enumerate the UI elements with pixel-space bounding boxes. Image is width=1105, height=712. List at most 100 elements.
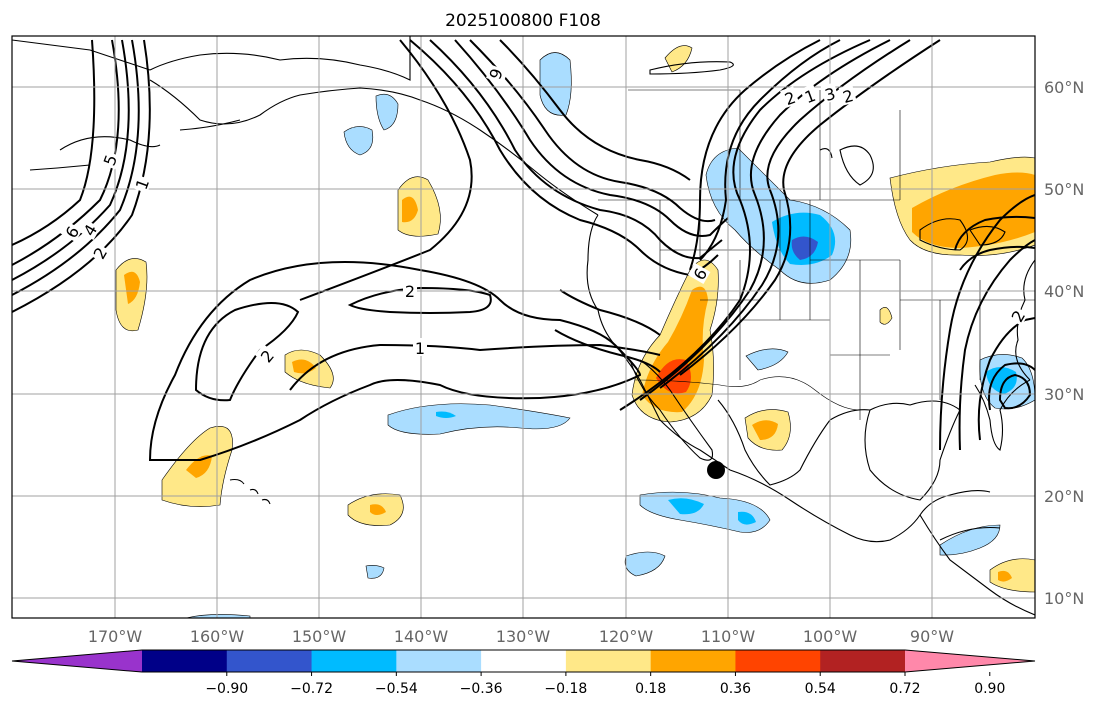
island — [261, 498, 271, 505]
contour-line — [559, 289, 661, 336]
colorbar-tick-label: −0.54 — [375, 681, 418, 697]
gridlines — [12, 36, 1035, 618]
coastline — [919, 514, 1035, 616]
coastline — [819, 148, 833, 159]
colorbar-bin — [820, 650, 906, 672]
contour-label: 1 — [415, 339, 425, 358]
political-boundaries — [409, 36, 1035, 420]
lat-axis: 60°N 50°N 40°N 30°N 20°N 10°N — [1044, 78, 1084, 608]
contour-line — [454, 39, 729, 237]
coastline — [864, 409, 961, 501]
anomaly-patch — [387, 403, 571, 435]
colorbar-tick-label: 0.36 — [720, 681, 751, 697]
anomaly-patch — [668, 498, 704, 515]
colorbar-tick-label: −0.18 — [544, 681, 587, 697]
contour-line — [499, 39, 691, 181]
anomaly-patch — [539, 52, 572, 116]
anomaly-patch — [879, 307, 893, 325]
contour-label: 2 — [841, 86, 856, 107]
colorbar-tick-label: 0.18 — [635, 681, 666, 697]
contour-line — [998, 373, 1032, 410]
colorbar-bin — [735, 650, 821, 672]
anomaly-shading — [115, 45, 1035, 618]
anomaly-patch — [998, 570, 1012, 582]
contour-line — [12, 39, 130, 281]
lake-outline — [969, 225, 1006, 246]
anomaly-patch — [185, 614, 251, 618]
lon-label: 100°W — [803, 627, 858, 646]
colorbar-extension-high — [905, 650, 1035, 672]
colorbar-bin — [396, 650, 482, 672]
lon-label: 170°W — [88, 627, 143, 646]
contour-line — [148, 261, 642, 461]
anomaly-patch — [939, 524, 1001, 556]
contour-line — [958, 239, 1035, 451]
lon-label: 130°W — [496, 627, 551, 646]
contour-line — [289, 343, 661, 391]
storm-marker — [707, 461, 725, 479]
contour-line — [12, 39, 120, 266]
lat-label: 60°N — [1044, 78, 1084, 97]
province-border — [628, 89, 741, 200]
lat-label: 20°N — [1044, 487, 1084, 506]
anomaly-patch — [752, 420, 778, 440]
lake-outline — [839, 145, 874, 186]
colorbar-tick-label: −0.36 — [460, 681, 503, 697]
lon-label: 110°W — [701, 627, 756, 646]
anomaly-patch — [989, 558, 1035, 593]
contour-line — [554, 329, 661, 373]
contour-line — [469, 39, 716, 223]
contour-line — [619, 39, 871, 411]
contour-line — [12, 39, 140, 296]
colorbar-bin — [311, 650, 397, 672]
lon-label: 90°W — [910, 627, 954, 646]
colorbar-tick-label: −0.90 — [205, 681, 248, 697]
coastline — [179, 119, 241, 131]
lake-outline — [919, 218, 969, 251]
lon-axis: 170°W 160°W 150°W 140°W 130°W 120°W 110°… — [88, 627, 954, 646]
contour-label: 3 — [823, 84, 838, 105]
colorbar-outline — [11, 649, 1036, 673]
colorbar-extension-low — [12, 650, 142, 672]
contour-line — [959, 245, 1035, 271]
coastline — [974, 379, 1031, 451]
contour-line — [689, 39, 821, 271]
contour-line — [679, 39, 941, 376]
coastline — [586, 214, 731, 471]
lat-label: 30°N — [1044, 385, 1084, 404]
coastline — [649, 61, 734, 75]
contour-line — [954, 215, 1035, 251]
border-us-mexico — [634, 376, 861, 411]
contour-line — [977, 317, 1035, 441]
contour-line — [12, 39, 151, 313]
colorbar-tick-label: −0.72 — [290, 681, 333, 697]
anomaly-patch — [738, 511, 756, 525]
anomaly-patch — [375, 93, 399, 131]
colorbar-tick-label: 0.72 — [889, 681, 920, 697]
contour-line — [194, 301, 300, 402]
lon-label: 160°W — [190, 627, 245, 646]
colorbar-tick-label: 0.54 — [805, 681, 836, 697]
lat-label: 40°N — [1044, 282, 1084, 301]
island — [249, 488, 259, 495]
lon-label: 140°W — [394, 627, 449, 646]
contour-labels: 2 2 1 6 5 1 6 4 2 2 1 3 2 2 6 — [59, 64, 1029, 367]
lon-label: 120°W — [599, 627, 654, 646]
colorbar-bin — [565, 650, 652, 672]
contour-label: 2 — [405, 282, 415, 301]
coastline — [629, 359, 714, 461]
colorbar-bin — [226, 650, 313, 672]
anomaly-patch — [186, 455, 212, 478]
colorbar-tick-label: 0.90 — [974, 681, 1005, 697]
coastline — [149, 36, 411, 81]
colorbar-bin — [481, 650, 567, 672]
coastline — [29, 164, 91, 171]
contour-line — [12, 39, 96, 246]
map-frame — [11, 35, 1036, 619]
anomaly-patch — [791, 236, 818, 260]
lat-label: 50°N — [1044, 180, 1084, 199]
anomaly-patch — [365, 565, 385, 579]
contour-line — [429, 39, 723, 260]
coastline — [939, 526, 1001, 541]
